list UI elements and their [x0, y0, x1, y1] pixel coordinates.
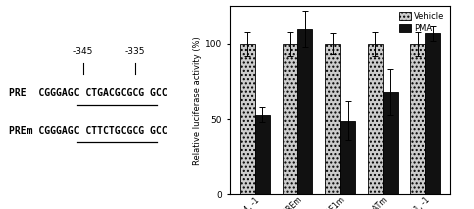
Bar [425, 33, 440, 194]
Bar [410, 44, 425, 194]
Bar [340, 121, 355, 194]
Text: PRE  CGGGAGC CTGACGCGCG GCC: PRE CGGGAGC CTGACGCGCG GCC [9, 88, 167, 98]
Y-axis label: Relative luciferase activity (%): Relative luciferase activity (%) [193, 36, 202, 165]
Text: -335: -335 [125, 47, 146, 56]
Legend: Vehicle, PMA: Vehicle, PMA [397, 10, 446, 34]
Bar [255, 115, 270, 194]
Bar [283, 44, 298, 194]
Bar [325, 44, 340, 194]
Bar [298, 29, 312, 194]
Bar [368, 44, 383, 194]
Text: -345: -345 [73, 47, 93, 56]
Text: PREm CGGGAGC CTTCTGCGCG GCC: PREm CGGGAGC CTTCTGCGCG GCC [9, 126, 167, 136]
Bar [240, 44, 255, 194]
Bar [383, 92, 398, 194]
